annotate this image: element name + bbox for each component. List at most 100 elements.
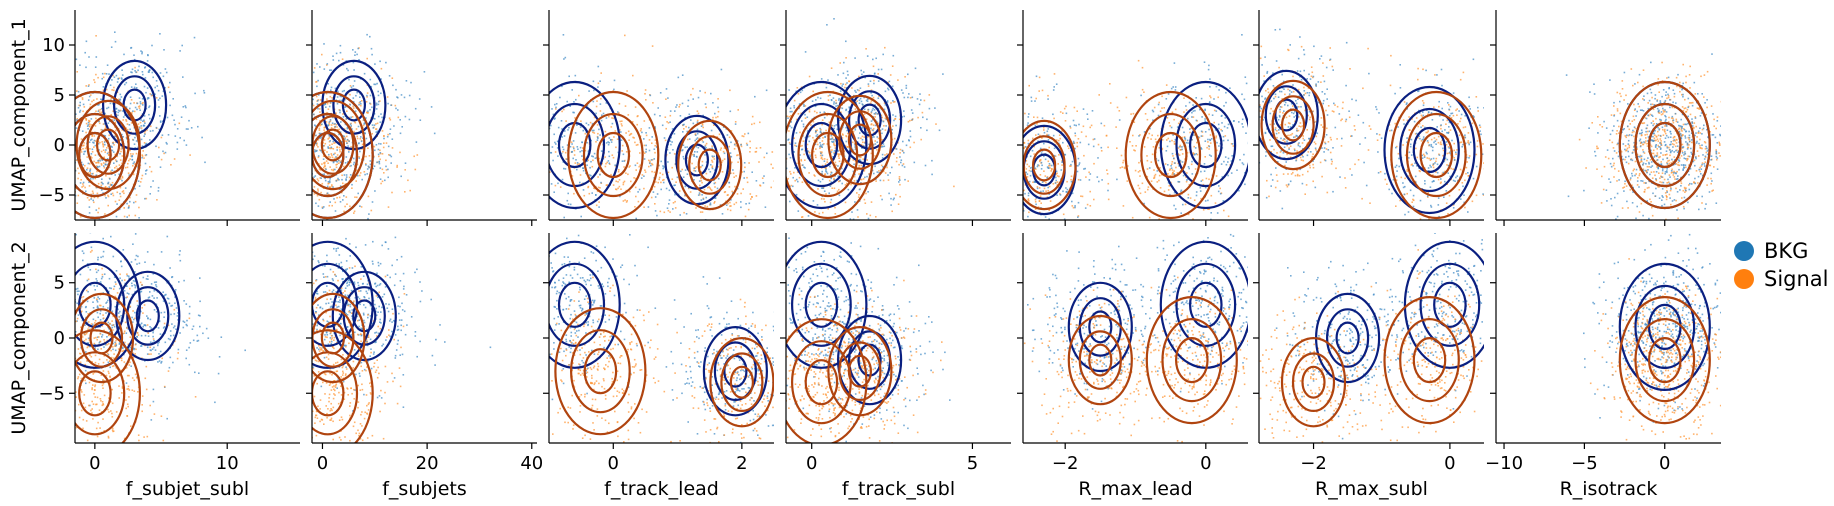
signal-point	[898, 163, 900, 166]
signal-point	[78, 147, 80, 149]
bkg-contour	[684, 143, 710, 177]
bkg-point	[596, 136, 599, 139]
signal-point	[899, 195, 901, 198]
signal-point	[85, 118, 87, 120]
signal-point	[661, 173, 664, 176]
signal-point	[1215, 135, 1217, 137]
bkg-point	[837, 175, 839, 177]
bkg-point	[152, 129, 154, 132]
signal-point	[839, 62, 841, 64]
signal-point	[651, 162, 653, 165]
bkg-point	[114, 31, 116, 33]
signal-point	[101, 141, 103, 143]
signal-point	[854, 108, 857, 110]
signal-point	[100, 150, 103, 153]
signal-point	[126, 166, 129, 169]
bkg-point	[1192, 134, 1195, 136]
bkg-point	[679, 115, 682, 117]
signal-point	[815, 156, 817, 159]
bkg-point	[101, 158, 103, 161]
bkg-point	[711, 155, 714, 157]
signal-point	[1150, 161, 1153, 163]
signal-point	[587, 185, 590, 188]
signal-point	[309, 107, 311, 109]
bkg-point	[585, 122, 588, 125]
bkg-point	[693, 179, 695, 181]
bkg-point	[838, 97, 840, 100]
signal-point	[73, 90, 75, 92]
bkg-point	[54, 209, 56, 211]
bkg-point	[99, 160, 101, 162]
signal-point	[686, 237, 688, 239]
signal-point	[51, 147, 53, 149]
signal-point	[618, 169, 620, 171]
bkg-point	[182, 106, 185, 108]
bkg-point	[1025, 146, 1027, 148]
signal-point	[709, 188, 712, 191]
signal-point	[1185, 176, 1187, 178]
signal-point	[698, 137, 700, 140]
signal-point	[648, 165, 650, 168]
bkg-point	[561, 128, 563, 130]
signal-point	[355, 180, 357, 182]
bkg-point	[148, 69, 151, 72]
bkg-point	[819, 142, 821, 144]
signal-point	[389, 119, 392, 121]
signal-point	[258, 165, 260, 167]
signal-point	[352, 105, 354, 108]
bkg-point	[761, 183, 763, 185]
signal-point	[304, 111, 306, 113]
bkg-point	[867, 131, 869, 134]
signal-point	[621, 144, 624, 147]
signal-point	[582, 158, 584, 161]
bkg-point	[826, 172, 829, 175]
signal-point	[734, 185, 736, 188]
bkg-point	[1253, 147, 1255, 149]
panel-r0-c0	[51, 10, 300, 226]
bkg-point	[323, 173, 325, 175]
signal-point	[555, 108, 557, 110]
bkg-point	[863, 108, 866, 110]
signal-point	[887, 179, 890, 181]
bkg-point	[369, 160, 372, 162]
signal-point	[145, 197, 148, 200]
signal-point	[834, 213, 837, 215]
signal-point	[84, 186, 86, 189]
bkg-point	[95, 209, 98, 211]
bkg-point	[1173, 162, 1176, 164]
bkg-point	[858, 102, 861, 104]
bkg-point	[1018, 113, 1020, 115]
signal-point	[84, 164, 86, 167]
signal-point	[797, 93, 800, 95]
bkg-point	[728, 181, 730, 184]
signal-point	[644, 89, 647, 91]
bkg-point	[846, 129, 848, 132]
signal-point	[618, 228, 620, 230]
bkg-contour	[664, 114, 730, 206]
signal-point	[1039, 159, 1041, 161]
signal-point	[792, 179, 794, 181]
bkg-point	[274, 176, 276, 178]
bkg-point	[687, 105, 689, 107]
signal-point	[301, 120, 303, 122]
signal-point	[93, 146, 95, 148]
signal-point	[125, 120, 128, 122]
signal-point	[308, 173, 310, 175]
signal-point	[331, 156, 334, 159]
signal-point	[1179, 160, 1182, 163]
signal-point	[326, 98, 328, 100]
signal-point	[853, 180, 856, 182]
bkg-point	[695, 134, 697, 136]
bkg-point	[898, 181, 900, 183]
bkg-point	[348, 151, 350, 153]
bkg-point	[298, 39, 300, 41]
bkg-point	[401, 126, 403, 128]
bkg-point	[104, 143, 106, 146]
signal-point	[863, 113, 866, 115]
signal-point	[751, 123, 753, 126]
signal-point	[69, 135, 71, 137]
signal-point	[325, 160, 328, 162]
signal-point	[819, 151, 822, 153]
signal-point	[843, 86, 846, 89]
bkg-point	[843, 61, 845, 64]
